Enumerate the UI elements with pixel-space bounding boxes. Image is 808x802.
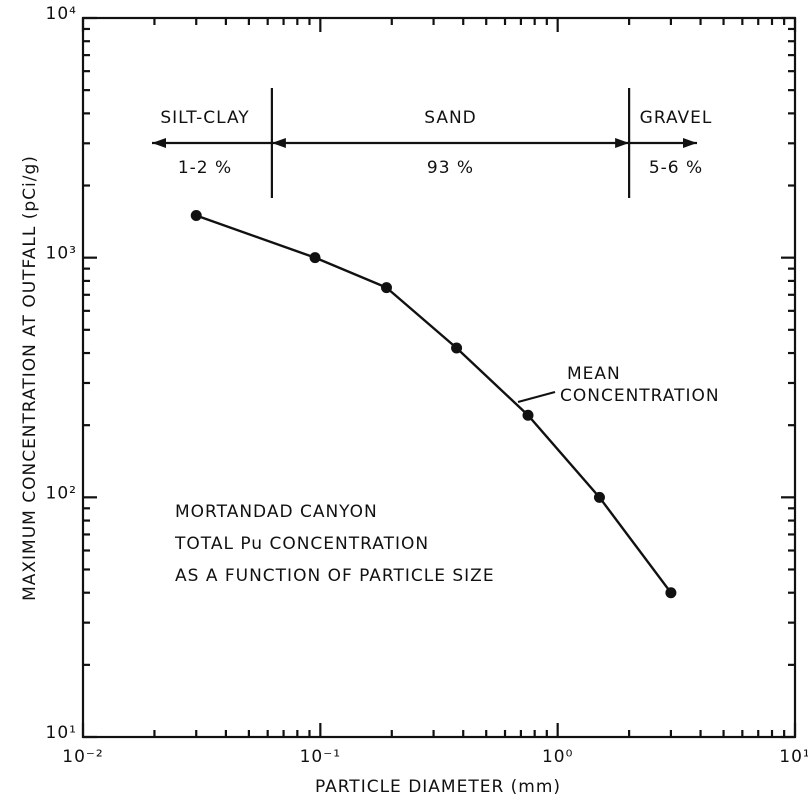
x-tick-label: 10⁻² — [62, 747, 103, 767]
x-tick-label: 10⁰ — [542, 747, 573, 767]
arrow-head — [683, 138, 697, 148]
data-point — [190, 209, 202, 221]
x-tick-label: 10⁻¹ — [300, 747, 341, 767]
annotation-pointer — [517, 390, 556, 404]
arrow-head — [271, 138, 286, 148]
data-point — [309, 252, 321, 264]
y-axis-label: MAXIMUM CONCENTRATION AT OUTFALL (pCi/g) — [20, 155, 40, 601]
y-tick-label: 10³ — [46, 244, 77, 264]
data-point — [380, 282, 392, 294]
region-share: 5-6 % — [649, 158, 703, 178]
y-tick-label: 10⁴ — [46, 4, 77, 24]
x-axis-label: PARTICLE DIAMETER (mm) — [315, 777, 561, 797]
data-point — [451, 342, 463, 354]
series-annotation: CONCENTRATION — [560, 386, 720, 406]
region-name: SILT-CLAY — [160, 108, 249, 128]
chart-note: MORTANDAD CANYON — [175, 502, 378, 522]
chart-note: AS A FUNCTION OF PARTICLE SIZE — [175, 566, 495, 586]
region-name: SAND — [424, 108, 477, 128]
data-point — [593, 491, 605, 503]
arrow-head — [152, 138, 166, 148]
y-tick-label: 10² — [46, 483, 77, 503]
region-share: 1-2 % — [178, 158, 232, 178]
data-point — [522, 409, 534, 421]
data-point — [665, 587, 677, 599]
region-share: 93 % — [427, 158, 474, 178]
chart-note: TOTAL Pu CONCENTRATION — [174, 534, 429, 554]
plot-frame — [81, 16, 797, 739]
arrow-head — [615, 138, 630, 148]
y-tick-label: 10¹ — [46, 723, 77, 743]
x-tick-label: 10¹ — [779, 747, 808, 767]
region-name: GRAVEL — [640, 108, 713, 128]
series-annotation: MEAN — [567, 364, 621, 384]
